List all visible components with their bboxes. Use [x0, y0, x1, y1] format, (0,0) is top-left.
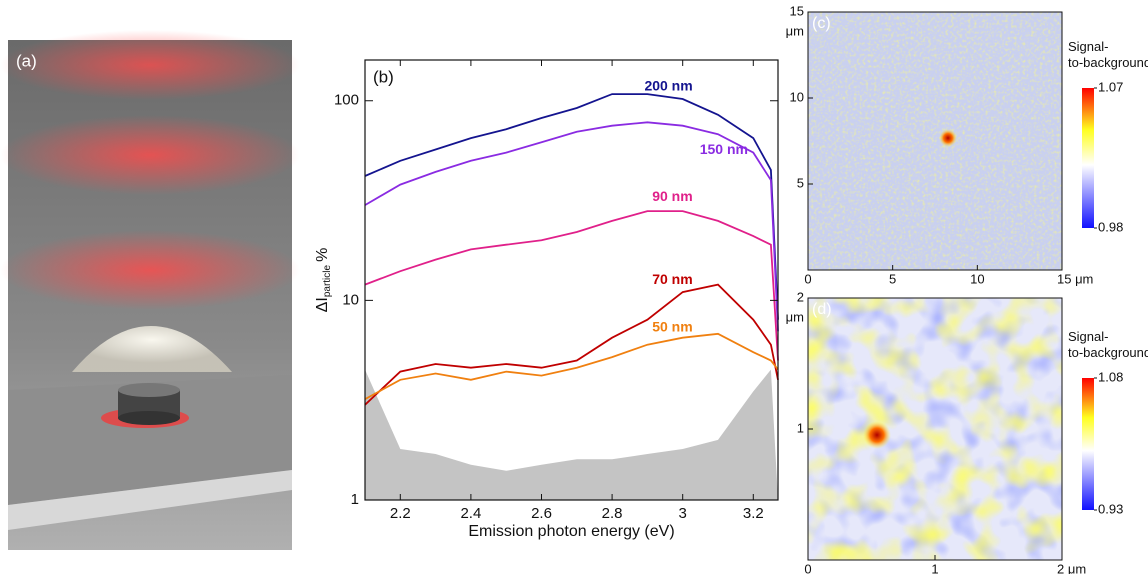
x-tick-label: 2.4	[460, 505, 481, 522]
y-axis-title-unit: %	[314, 248, 331, 262]
panel-label: (a)	[16, 51, 37, 70]
colorbar-title: Signal-to-background	[1068, 39, 1148, 70]
x-tick-label: 10	[970, 271, 984, 286]
y-tick-label: 2	[797, 289, 804, 304]
panel-label: (c)	[812, 15, 831, 32]
line	[364, 93, 779, 320]
colorbar-title: Signal-to-background	[1068, 329, 1148, 360]
y-unit: μm	[786, 309, 804, 324]
y-tick-label: 15	[790, 3, 804, 18]
x-tick-label: 0	[804, 271, 811, 286]
series-label: 150 nm	[700, 141, 748, 157]
line	[364, 210, 779, 361]
x-tick-label: 2.8	[602, 505, 623, 522]
colorbar-tick-label: 1.08	[1098, 369, 1123, 384]
x-tick-label: 2.2	[390, 505, 411, 522]
y-tick-label: 1	[351, 491, 359, 508]
x-tick-label: 3	[679, 505, 687, 522]
colorbar-tick-label: 0.93	[1098, 501, 1123, 516]
colorbar	[1082, 88, 1094, 228]
heatmap-image	[808, 298, 1062, 560]
y-tick-label: 10	[342, 291, 359, 308]
x-tick-label: 2.6	[531, 505, 552, 522]
x-tick-label: 3.2	[743, 505, 764, 522]
x-tick-label: 0	[804, 561, 811, 574]
y-axis-title-sub: particle	[322, 264, 333, 297]
colorbar	[1082, 378, 1094, 510]
plot-frame	[807, 11, 1063, 271]
line	[364, 332, 779, 400]
x-tick-label: 1	[931, 561, 938, 574]
area	[365, 369, 778, 500]
series-label: 90 nm	[652, 188, 692, 204]
colorbar-title-part: Signal-	[1068, 39, 1108, 54]
x-tick-label: 5	[889, 271, 896, 286]
panel-label: (b)	[373, 67, 394, 86]
heatmap-image	[808, 12, 1062, 270]
colorbar-tick-label: 1.07	[1098, 79, 1123, 94]
x-tick-label: 2 μm	[1057, 561, 1086, 574]
illustration	[0, 30, 300, 550]
x-tick-label: 15 μm	[1057, 271, 1093, 286]
series-label: 50 nm	[652, 318, 692, 334]
y-axis-title: ΔIparticle%	[314, 248, 332, 313]
colorbar-title-part: to-background	[1068, 55, 1148, 70]
y-axis-title-main: ΔI	[314, 297, 331, 312]
line	[364, 283, 779, 406]
line	[364, 121, 779, 332]
colorbar-title-part: to-background	[1068, 345, 1148, 360]
y-tick-label: 100	[334, 92, 359, 109]
colorbar-title-part: Signal-	[1068, 329, 1108, 344]
y-tick-label: 1	[797, 420, 804, 435]
y-tick-label: 5	[797, 175, 804, 190]
panel-label: (d)	[812, 301, 832, 318]
colorbar-tick-label: 0.98	[1098, 219, 1123, 234]
series-label: 200 nm	[644, 78, 692, 94]
plot-frame	[364, 59, 779, 501]
series-label: 70 nm	[652, 271, 692, 287]
y-unit: μm	[786, 23, 804, 38]
x-axis-title: Emission photon energy (eV)	[468, 523, 674, 540]
y-tick-label: 10	[790, 89, 804, 104]
